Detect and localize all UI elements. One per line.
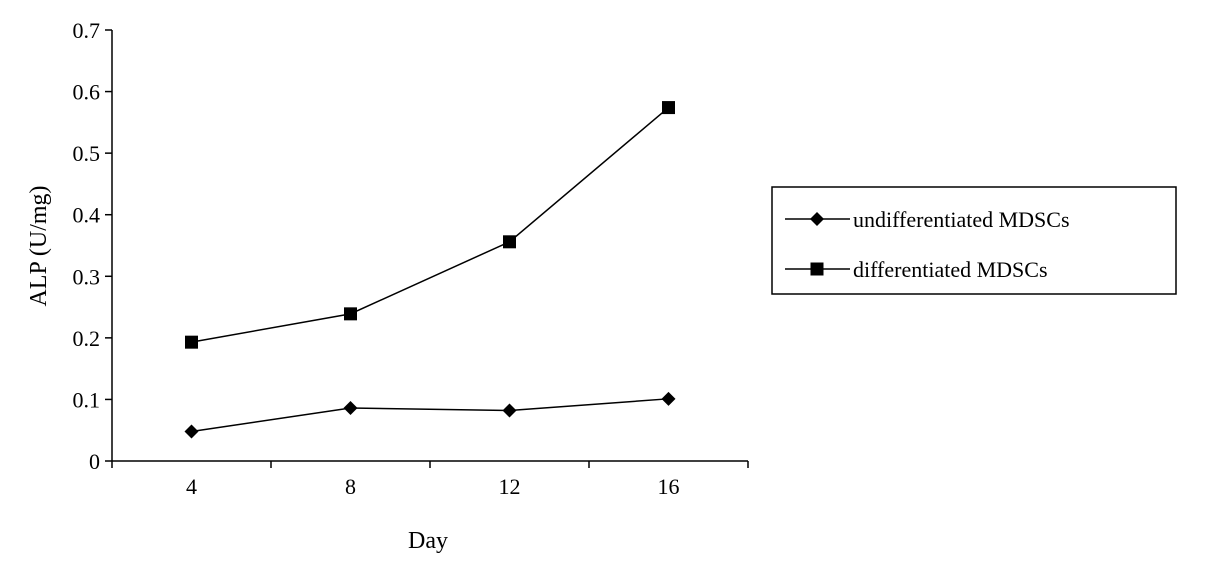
data-point-square: [662, 101, 675, 115]
data-point-square: [503, 235, 516, 249]
y-axis-title: ALP (U/mg): [26, 185, 52, 306]
y-tick-label: 0.6: [73, 80, 101, 105]
y-tick-label: 0.5: [73, 141, 101, 166]
y-tick-label: 0: [89, 449, 100, 474]
axes: [111, 30, 748, 462]
y-ticks: 0 0.1 0.2 0.3 0.4 0.5 0.6 0.7: [73, 18, 112, 474]
series-differentiated: [185, 101, 675, 349]
legend-marker-square: [810, 262, 824, 276]
series-line: [191, 398, 669, 433]
data-point-diamond: [343, 401, 358, 416]
x-tick-label: 16: [658, 474, 680, 499]
series-undifferentiated: [184, 391, 676, 439]
legend-marker-diamond: [810, 212, 824, 226]
data-point-square: [185, 335, 198, 349]
legend-label: undifferentiated MDSCs: [853, 207, 1070, 232]
x-axis-title: Day: [408, 528, 448, 554]
legend-box: [771, 186, 1177, 295]
legend: undifferentiated MDSCs differentiated MDS…: [771, 186, 1177, 295]
data-point-diamond: [184, 424, 199, 439]
y-tick-label: 0.3: [73, 264, 101, 289]
legend-label: differentiated MDSCs: [853, 257, 1048, 282]
series-line: [191, 107, 669, 343]
x-tick-label: 12: [499, 474, 521, 499]
y-tick-label: 0.7: [73, 18, 101, 43]
x-ticks: 4 8 12 16: [111, 461, 749, 499]
data-point-diamond: [661, 391, 676, 406]
y-tick-label: 0.1: [73, 387, 101, 412]
x-tick-label: 8: [345, 474, 356, 499]
y-tick-label: 0.2: [73, 326, 101, 351]
legend-items: undifferentiated MDSCs differentiated MDS…: [785, 207, 1070, 282]
data-point-square: [344, 307, 357, 321]
series-layer: [184, 101, 676, 439]
y-tick-label: 0.4: [73, 203, 101, 228]
x-tick-label: 4: [186, 474, 197, 499]
data-point-diamond: [502, 403, 517, 418]
